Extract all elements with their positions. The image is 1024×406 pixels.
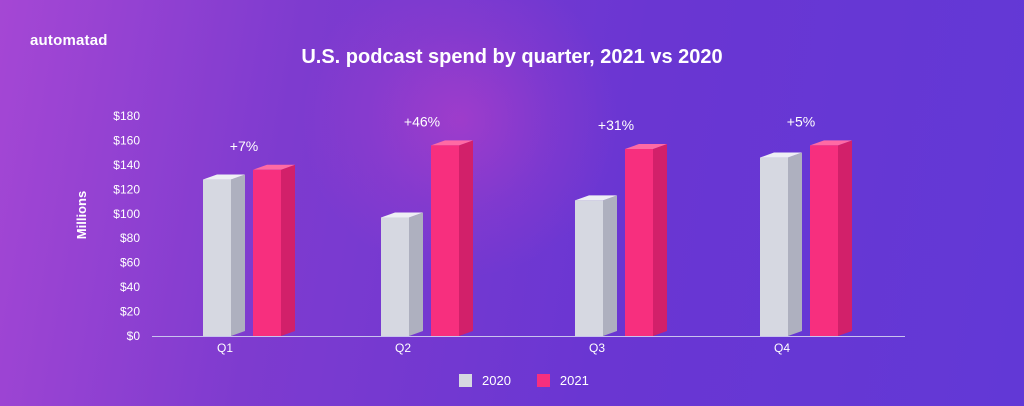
legend-label-2020: 2020 xyxy=(482,373,511,388)
bar-2021-q4-side xyxy=(838,140,852,336)
bar-2020-q3-top xyxy=(575,195,617,201)
bar-2021-q1-side xyxy=(281,164,295,336)
bar-2020-q1-top xyxy=(203,174,245,180)
x-tick-label: Q1 xyxy=(217,341,233,355)
bar-2021-q4-top xyxy=(810,140,852,146)
y-tick-label: $180 xyxy=(113,109,140,123)
y-tick-label: $80 xyxy=(120,231,140,245)
bar-2020-q4-side xyxy=(788,152,802,336)
bar-2020-q4-top xyxy=(760,152,802,158)
x-tick-label: Q4 xyxy=(774,341,790,355)
bar-2021-q2 xyxy=(431,145,459,336)
bar-2020-q3-side xyxy=(603,195,617,336)
bar-2021-q1 xyxy=(253,169,281,336)
y-tick-label: $20 xyxy=(120,305,140,319)
bar-2021-q1-top xyxy=(253,164,295,170)
growth-annotation: +5% xyxy=(787,113,815,129)
x-tick-label: Q2 xyxy=(395,341,411,355)
bar-2021-q3-side xyxy=(653,144,667,336)
bar-2020-q2 xyxy=(381,217,409,336)
bar-2020-q4 xyxy=(760,157,788,336)
y-tick-label: $100 xyxy=(113,207,140,221)
growth-annotation: +7% xyxy=(230,138,258,154)
chart-title: U.S. podcast spend by quarter, 2021 vs 2… xyxy=(301,46,723,68)
growth-annotation: +46% xyxy=(404,113,440,129)
y-tick-label: $0 xyxy=(127,329,141,343)
bar-2021-q3-top xyxy=(625,144,667,149)
y-tick-label: $40 xyxy=(120,280,140,294)
legend-swatch-2021 xyxy=(536,374,550,387)
bar-2020-q1-side xyxy=(231,174,245,336)
y-tick-label: $160 xyxy=(113,133,140,147)
growth-annotation: +31% xyxy=(598,117,634,133)
bar-2020-q1 xyxy=(203,179,231,336)
bar-2021-q2-top xyxy=(431,140,473,146)
y-tick-label: $120 xyxy=(113,182,140,196)
y-axis-label: Millions xyxy=(74,191,89,239)
bar-2020-q2-top xyxy=(381,212,423,218)
x-tick-label: Q3 xyxy=(589,341,605,355)
y-tick-label: $60 xyxy=(120,256,140,270)
brand-logo: automatad xyxy=(30,32,108,49)
bar-2021-q4 xyxy=(810,145,838,336)
legend-label-2021: 2021 xyxy=(559,373,589,388)
legend: 2020 2021 xyxy=(459,373,615,388)
bar-2021-q2-side xyxy=(459,140,473,336)
bar-2021-q3 xyxy=(625,149,653,336)
legend-swatch-2020 xyxy=(459,374,472,387)
bar-2020-q3 xyxy=(575,200,603,336)
bar-2020-q2-side xyxy=(409,212,423,336)
y-tick-label: $140 xyxy=(113,158,140,172)
legend-item-2020: 2020 xyxy=(459,373,511,388)
legend-item-2021: 2021 xyxy=(536,373,589,388)
